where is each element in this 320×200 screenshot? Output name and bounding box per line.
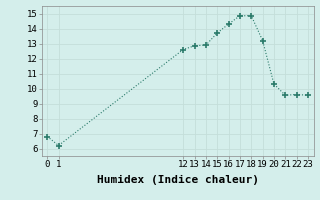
X-axis label: Humidex (Indice chaleur): Humidex (Indice chaleur) [97, 175, 259, 185]
